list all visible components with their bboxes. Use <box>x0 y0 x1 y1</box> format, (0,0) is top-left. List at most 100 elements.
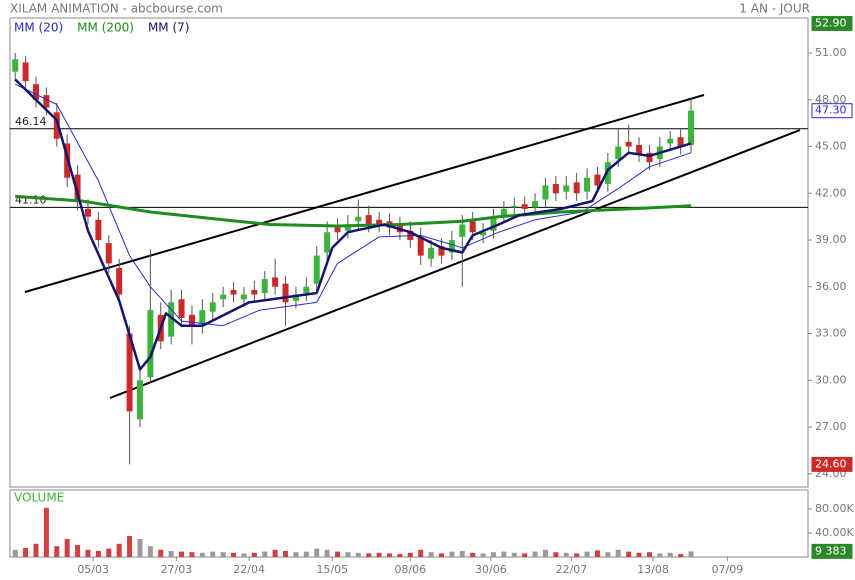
volume-bar <box>376 552 382 557</box>
candle-body <box>136 380 143 420</box>
volume-bar <box>324 549 330 557</box>
candle-body <box>584 177 591 192</box>
volume-bar <box>303 551 309 557</box>
volume-last-label-box <box>811 543 853 559</box>
moving-average <box>14 78 692 371</box>
legend-entry: MM (200) <box>77 21 134 35</box>
candle-body <box>376 219 383 225</box>
volume-bar <box>199 552 205 557</box>
volume-bar <box>532 551 538 557</box>
volume-bar <box>137 539 143 557</box>
volume-last-label: 9 383 <box>815 544 847 557</box>
volume-bar <box>220 552 226 557</box>
candle-body <box>417 236 424 256</box>
volume-bar <box>54 546 60 557</box>
volume-tick-label: 40.00K <box>815 526 854 539</box>
candle-body <box>344 224 351 231</box>
candle-body <box>251 289 258 295</box>
candle-body <box>188 314 195 326</box>
volume-bar <box>688 551 694 557</box>
trendline <box>24 94 705 293</box>
volume-bar <box>438 553 444 557</box>
candle-body <box>667 138 674 144</box>
volume-bar <box>210 551 216 557</box>
candle-body <box>43 95 50 108</box>
volume-bar <box>75 545 81 557</box>
price-panel <box>9 17 809 488</box>
candle-body <box>116 268 123 295</box>
volume-bar <box>64 539 70 557</box>
volume-bar <box>335 551 341 557</box>
volume-bar <box>480 553 486 557</box>
candle-body <box>199 310 206 325</box>
candle-body <box>95 219 102 241</box>
header-title: XILAM ANIMATION - abcbourse.com <box>10 2 223 16</box>
candle-body <box>604 162 611 184</box>
y-tick-label: 30.00 <box>815 373 847 386</box>
volume-bar <box>584 551 590 557</box>
candle-body <box>168 302 175 337</box>
volume-bar <box>147 546 153 557</box>
candle-body <box>615 146 622 160</box>
volume-bar <box>179 551 185 557</box>
candle-body <box>500 208 507 216</box>
candle-body <box>677 137 684 147</box>
candle-body <box>448 240 455 253</box>
candle-body <box>594 174 601 186</box>
volume-bar <box>667 552 673 557</box>
y-tick-label: 39.00 <box>815 233 847 246</box>
candle-body <box>490 216 497 231</box>
volume-bar <box>522 553 528 557</box>
x-tick-label: 15/05 <box>316 563 348 576</box>
volume-bar <box>241 553 247 557</box>
volume-bar <box>605 552 611 557</box>
legend-entry: MM (20) <box>14 21 63 35</box>
min-label-box <box>811 456 853 472</box>
volume-tick-label: 80.00K <box>815 502 854 515</box>
volume-bar <box>314 548 320 557</box>
candle-body <box>521 204 528 209</box>
candle-body <box>625 141 632 147</box>
volume-title: VOLUME <box>14 491 64 505</box>
candle-body <box>292 294 299 301</box>
candle-body <box>313 255 320 284</box>
volume-bar <box>646 552 652 557</box>
candle-body <box>532 201 539 208</box>
volume-bar <box>85 549 91 557</box>
candle-body <box>438 246 445 256</box>
volume-bar <box>490 552 496 557</box>
x-tick-label: 05/03 <box>77 563 109 576</box>
candle-body <box>636 144 643 155</box>
candle-body <box>147 310 154 378</box>
y-tick-label: 45.00 <box>815 140 847 153</box>
candle-body <box>84 208 91 217</box>
candle-body <box>552 183 559 194</box>
candle-body <box>178 299 185 318</box>
candle-body <box>428 247 435 259</box>
volume-bar <box>262 551 268 557</box>
candle-body <box>22 62 29 82</box>
volume-bar <box>626 551 632 557</box>
candle-body <box>459 224 466 237</box>
volume-bar <box>501 551 507 557</box>
candle-body <box>53 112 60 139</box>
candle-body <box>272 277 279 287</box>
volume-bar <box>116 543 122 557</box>
y-tick-label: 51.00 <box>815 46 847 59</box>
candle-body <box>282 283 289 303</box>
volume-bar <box>12 549 18 557</box>
x-tick-label: 22/07 <box>556 563 588 576</box>
candle-body <box>646 152 653 163</box>
candle-body <box>303 286 310 294</box>
candle-body <box>563 185 570 192</box>
volume-bar <box>636 552 642 557</box>
volume-bar <box>615 549 621 557</box>
candle-body <box>240 294 247 300</box>
max-label: 52.90 <box>815 16 847 29</box>
candle-body <box>209 302 216 312</box>
max-label-box <box>811 15 853 31</box>
candle-body <box>469 221 476 233</box>
volume-bar <box>387 553 393 557</box>
level-label: 46.14 <box>15 115 47 128</box>
